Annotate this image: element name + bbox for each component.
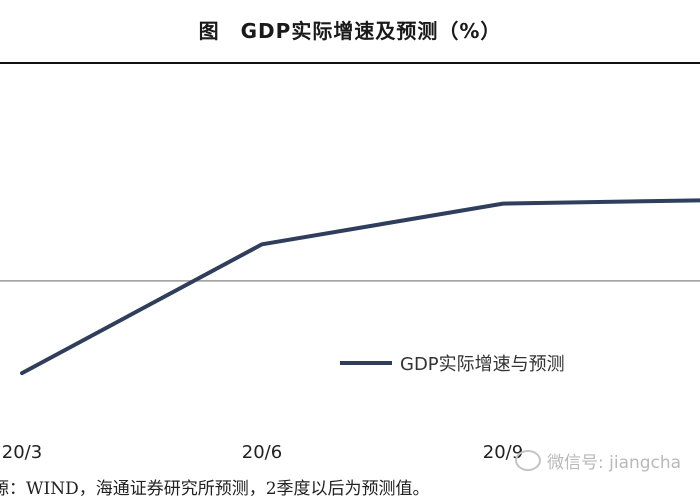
title-divider (0, 62, 700, 64)
wechat-icon (515, 450, 541, 471)
chart-title: 图 GDP实际增速及预测（%） (198, 19, 502, 43)
watermark-text: 微信号: jiangcha (547, 453, 682, 473)
legend-label: GDP实际增速与预测 (400, 354, 565, 375)
x-tick-label: 20/3 (2, 442, 42, 463)
watermark: 微信号: jiangcha (515, 448, 681, 473)
source-note: 源：WIND，海通证券研究所预测，2季度以后为预测值。 (0, 479, 430, 499)
x-tick-label: 20/6 (242, 442, 282, 463)
x-tick-label: 20/9 (483, 442, 523, 463)
series-line (20, 198, 700, 376)
